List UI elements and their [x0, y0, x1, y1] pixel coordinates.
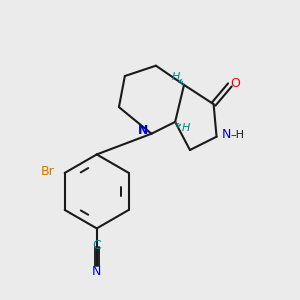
Text: H: H: [182, 123, 190, 134]
Text: H: H: [172, 72, 180, 82]
Text: O: O: [230, 76, 240, 90]
Text: N: N: [222, 128, 232, 141]
Text: Br: Br: [41, 165, 54, 178]
Text: C: C: [92, 239, 101, 252]
Text: –H: –H: [231, 130, 245, 140]
Text: N: N: [92, 266, 101, 278]
Text: N: N: [137, 124, 148, 137]
